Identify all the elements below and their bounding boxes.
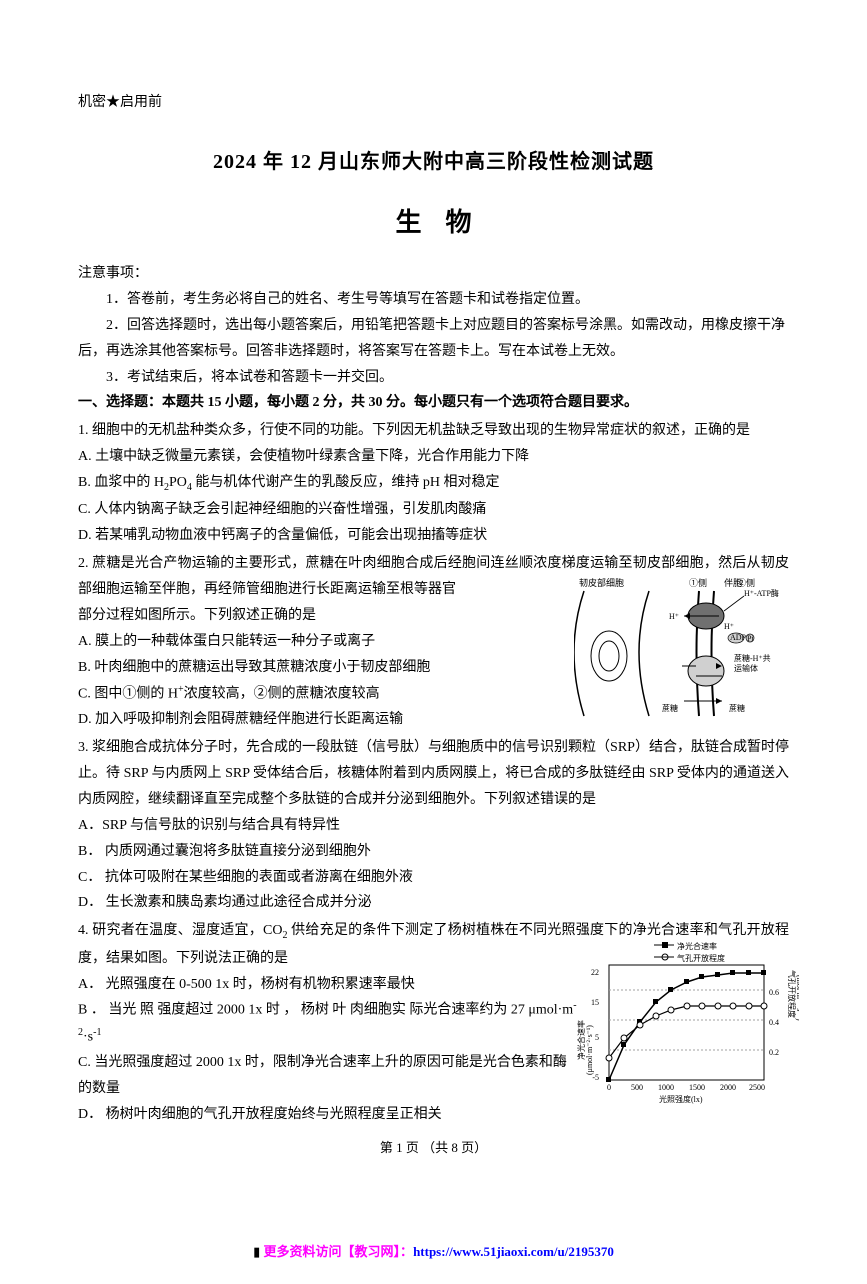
q2-diag-suc2: 蔗糖 (729, 703, 745, 713)
main-title: 2024 年 12 月山东师大附中高三阶段性检测试题 (78, 144, 789, 181)
svg-text:500: 500 (631, 1083, 643, 1092)
q1-option-c: C. 人体内钠离子缺乏会引起神经细胞的兴奋性增强，引发肌肉酸痛 (78, 497, 789, 523)
svg-text:22: 22 (591, 968, 599, 977)
q3-option-a: A．SRP 与信号肽的识别与结合具有特异性 (78, 813, 789, 839)
svg-text:(μmol·m⁻²·s⁻¹): (μmol·m⁻²·s⁻¹) (585, 1025, 594, 1075)
question-3: 3. 浆细胞合成抗体分子时，先合成的一段肽链（信号肽）与细胞质中的信号识别颗粒（… (78, 735, 789, 916)
svg-text:2500: 2500 (749, 1083, 765, 1092)
page-number: 第 1 页 （共 8 页） (78, 1136, 789, 1160)
question-4: 4. 研究者在温度、湿度适宜，CO2 供给充足的条件下测定了杨树植株在不同光照强… (78, 918, 789, 1128)
q2-diagram: 韧皮部细胞 ①侧 伴胞 ②侧 H⁺-ATP酶 H⁺ H⁺ ADP (574, 576, 789, 721)
footer-link-url[interactable]: https://www.51jiaoxi.com/u/2195370 (413, 1244, 614, 1259)
q3-option-d: D． 生长激素和胰岛素均通过此途径合成并分泌 (78, 890, 789, 916)
q2-option-c: C. 图中①侧的 H+浓度较高，②侧的蔗糖浓度较高 (78, 681, 568, 708)
notice-item-2: 2．回答选择题时，选出每小题答案后，用铅笔把答题卡上对应题目的答案标号涂黑。如需… (78, 313, 789, 365)
notice-item-3: 3．考试结束后，将本试卷和答题卡一并交回。 (78, 365, 789, 391)
q1-stem: 1. 细胞中的无机盐种类众多，行使不同的功能。下列因无机盐缺乏导致出现的生物异常… (78, 418, 789, 444)
q2-diag-label-left: 韧皮部细胞 (579, 577, 624, 588)
q3-stem: 3. 浆细胞合成抗体分子时，先合成的一段肽链（信号肽）与细胞质中的信号识别颗粒（… (78, 735, 789, 813)
q2-diag-label-atp: H⁺-ATP酶 (744, 588, 779, 598)
question-1: 1. 细胞中的无机盐种类众多，行使不同的功能。下列因无机盐缺乏导致出现的生物异常… (78, 418, 789, 549)
flag-icon: ▮ (253, 1244, 260, 1259)
svg-text:1000: 1000 (658, 1083, 674, 1092)
q1-option-b: B. 血浆中的 H2PO4 能与机体代谢产生的乳酸反应，维持 pH 相对稳定 (78, 470, 789, 497)
subject-title: 生物 (78, 199, 789, 247)
question-2: 2. 蔗糖是光合产物运输的主要形式，蔗糖在叶肉细胞合成后经胞间连丝顺浓度梯度运输… (78, 551, 789, 733)
notice-header: 注意事项： (78, 261, 789, 287)
svg-text:0.6: 0.6 (769, 988, 779, 997)
notice-item-1: 1．答卷前，考生务必将自己的姓名、考生号等填写在答题卡和试卷指定位置。 (78, 287, 789, 313)
svg-text:运输体: 运输体 (734, 663, 758, 673)
q2-stem-2: 部分过程如图所示。下列叙述正确的是 (78, 603, 568, 629)
svg-text:1500: 1500 (689, 1083, 705, 1092)
q4-option-c: C. 当光照强度超过 2000 1x 时，限制净光合速率上升的原因可能是光合色素… (78, 1050, 578, 1102)
q4-xlabel: 光照强度(lx) (659, 1094, 703, 1104)
q2-diag-label-circle2: ②侧 (737, 577, 755, 588)
q4-chart: 净光合速率 气孔开放程度 22 15 5 -5 0.6 0.4 0.2 0 50… (574, 940, 799, 1110)
svg-text:2000: 2000 (720, 1083, 736, 1092)
q3-option-b: B． 内质网通过囊泡将多肽链直接分泌到细胞外 (78, 839, 789, 865)
q2-diag-h2: H⁺ (724, 622, 734, 631)
q4-legend-2: 气孔开放程度 (677, 953, 725, 963)
svg-text:0.4: 0.4 (769, 1018, 779, 1027)
q2-option-d: D. 加入呼吸抑制剂会阻碍蔗糖经伴胞进行长距离运输 (78, 707, 568, 733)
q2-diag-label-circle1: ①侧 (689, 577, 707, 588)
q2-diag-adp: ADP (730, 633, 747, 642)
classification-label: 机密★启用前 (78, 90, 789, 116)
q2-option-a: A. 膜上的一种载体蛋白只能转运一种分子或离子 (78, 629, 568, 655)
q2-option-b: B. 叶肉细胞中的蔗糖运出导致其蔗糖浓度小于韧皮部细胞 (78, 655, 568, 681)
svg-text:Pi: Pi (747, 634, 754, 643)
svg-text:0: 0 (607, 1083, 611, 1092)
svg-text:(mol·m⁻²·s⁻¹): (mol·m⁻²·s⁻¹) (795, 975, 799, 1021)
q2-diag-suc1: 蔗糖 (662, 703, 678, 713)
q1-option-d: D. 若某哺乳动物血液中钙离子的含量偏低，可能会出现抽搐等症状 (78, 523, 789, 549)
q4-legend-1: 净光合速率 (677, 941, 717, 951)
q1-option-a: A. 土壤中缺乏微量元素镁，会使植物叶绿素含量下降，光合作用能力下降 (78, 444, 789, 470)
q3-option-c: C． 抗体可吸附在某些细胞的表面或者游离在细胞外液 (78, 865, 789, 891)
footer-link: ▮ 更多资料访问【教习网】：https://www.51jiaoxi.com/u… (78, 1240, 789, 1264)
q4-option-a: A． 光照强度在 0-500 1x 时，杨树有机物积累速率最快 (78, 972, 578, 998)
q2-diag-h1: H⁺ (669, 612, 679, 621)
svg-text:0.2: 0.2 (769, 1048, 779, 1057)
svg-text:15: 15 (591, 998, 599, 1007)
q2-diag-p2: 蔗糖-H⁺共 (734, 653, 771, 663)
q4-option-b: B ． 当光 照 强度超过 2000 1x 时 ， 杨树 叶 肉细胞实 际光合速… (78, 997, 578, 1050)
section-1-header: 一、选择题：本题共 15 小题，每小题 2 分，共 30 分。每小题只有一个选项… (78, 390, 789, 416)
svg-text:5: 5 (595, 1033, 599, 1042)
footer-link-text: 更多资料访问【教习网】： (264, 1244, 414, 1259)
